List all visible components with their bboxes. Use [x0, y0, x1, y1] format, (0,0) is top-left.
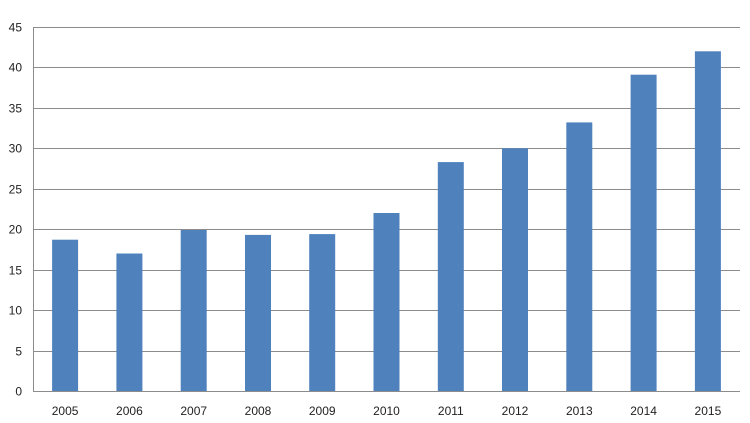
y-tick-label: 20	[9, 223, 23, 237]
x-tick-label-2007: 2007	[180, 404, 207, 418]
x-tick-label-2014: 2014	[630, 404, 657, 418]
y-tick-label: 35	[9, 102, 23, 116]
y-tick-label: 25	[9, 183, 23, 197]
y-tick-label: 5	[15, 345, 22, 359]
x-tick-label-2006: 2006	[116, 404, 143, 418]
y-tick-label: 30	[9, 142, 23, 156]
y-tick-label: 10	[9, 304, 23, 318]
x-tick-label-2015: 2015	[695, 404, 722, 418]
y-tick-label: 0	[15, 385, 22, 399]
y-tick-label: 45	[9, 21, 23, 35]
bar-2009	[309, 234, 336, 391]
x-axis-tick-labels: 2005 2006 2007 2008 2009 2010 2011 2012 2013 2014…	[52, 404, 722, 418]
bar-2012	[502, 148, 528, 391]
bar-2013	[566, 122, 593, 392]
bar-2008	[245, 234, 271, 391]
x-tick-label-2010: 2010	[373, 404, 400, 418]
x-tick-label-2012: 2012	[502, 404, 529, 418]
axes	[33, 27, 740, 392]
bar-2014	[630, 74, 657, 391]
bar-2011	[437, 162, 464, 391]
bar-2015	[694, 51, 721, 392]
bar-2010	[373, 213, 400, 391]
x-tick-label-2009: 2009	[309, 404, 336, 418]
x-tick-label-2008: 2008	[245, 404, 272, 418]
x-tick-label-2013: 2013	[566, 404, 593, 418]
y-tick-label: 40	[9, 61, 23, 75]
x-tick-label-2011: 2011	[438, 404, 464, 418]
bars	[52, 51, 721, 392]
bar-2007	[180, 230, 207, 391]
bar-2005	[52, 239, 79, 391]
y-axis-tick-labels: 0 5 10 15 20 25 30 35 40 45	[9, 21, 23, 399]
y-tick-label: 15	[9, 264, 23, 278]
x-tick-label-2005: 2005	[52, 404, 79, 418]
gridlines	[33, 27, 740, 352]
bar-2006	[116, 253, 143, 391]
